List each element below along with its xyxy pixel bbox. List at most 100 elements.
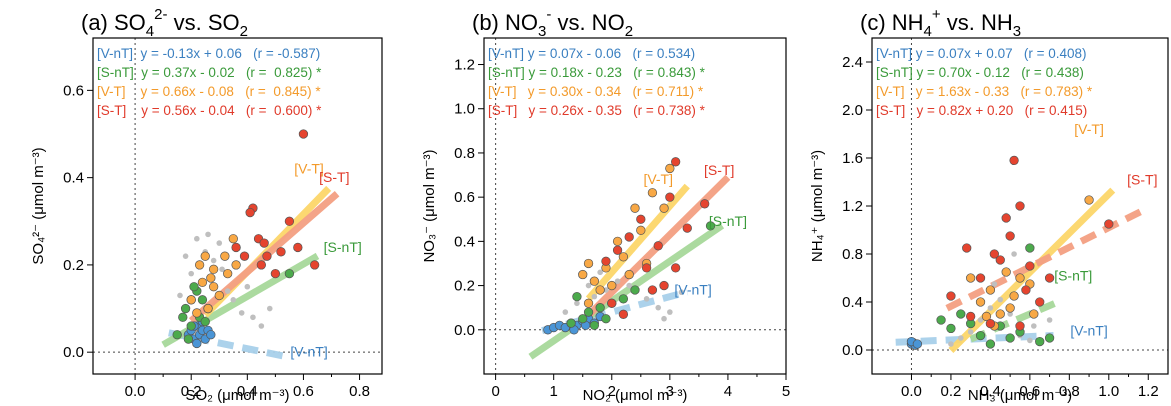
- data-point-s-nt: [183, 334, 194, 344]
- plot-area: [161, 129, 340, 361]
- equation-v-t: [V-T] y = 1.63x - 0.33 (r = 0.783) *: [876, 84, 1093, 99]
- data-point-s-t: [624, 232, 634, 242]
- data-point-v-t: [220, 251, 230, 261]
- y-axis-label: SO₄²⁻ (μmol m⁻³): [30, 147, 47, 264]
- fit-line-v-t: [948, 187, 1116, 353]
- data-point-grey: [1007, 311, 1013, 317]
- data-point-s-nt: [572, 291, 582, 302]
- data-point-v-nt: [912, 339, 923, 349]
- x-tick-label: 0.6: [293, 383, 314, 400]
- data-point-s-t: [671, 157, 681, 167]
- y-tick-label: 0.4: [454, 233, 475, 250]
- data-point-v-t: [1009, 291, 1019, 301]
- data-point-s-t: [1104, 219, 1114, 229]
- x-axis-label: SO₂ (μmol m⁻³): [185, 387, 289, 404]
- x-tick-label: 1: [550, 383, 558, 400]
- x-tick-label: 0.4: [237, 383, 258, 400]
- data-point-s-nt: [985, 339, 996, 349]
- data-point-s-t: [1015, 201, 1025, 211]
- data-point-grey: [182, 253, 189, 259]
- data-point-grey: [562, 309, 569, 315]
- data-point-s-t: [259, 238, 269, 248]
- line-label-s-t: [S-T]: [704, 162, 734, 178]
- data-point-s-t: [671, 263, 681, 273]
- data-point-s-nt: [705, 221, 716, 231]
- plot-area: [528, 157, 731, 360]
- data-point-s-t: [284, 216, 295, 226]
- x-tick-label: 0.8: [1059, 383, 1080, 400]
- data-point-grey: [266, 305, 273, 312]
- line-label-v-nt: [V-nT]: [1070, 323, 1107, 339]
- y-tick-label: 2.4: [842, 54, 863, 71]
- data-point-v-t: [578, 269, 588, 280]
- y-tick-label: 0.0: [63, 344, 84, 361]
- x-tick-label: 3: [666, 383, 674, 400]
- y-axis-label: NH₄⁺ (μmol m⁻³): [809, 150, 826, 262]
- fit-line-v-nt: [168, 329, 291, 361]
- data-point-s-nt: [189, 282, 199, 292]
- data-point-grey: [1027, 337, 1033, 344]
- data-point-s-nt: [197, 295, 208, 305]
- data-point-s-t: [653, 241, 663, 251]
- y-tick-label: 0.8: [454, 145, 475, 162]
- data-point-s-t: [256, 260, 266, 270]
- data-point-grey: [987, 305, 994, 311]
- equation-s-nt: [S-nT] y = 0.70x - 0.12 (r = 0.438): [876, 65, 1084, 80]
- data-point-grey: [643, 296, 650, 302]
- fit-line-v-t: [585, 183, 690, 302]
- data-point-v-t: [192, 308, 202, 318]
- data-point-s-t: [1044, 273, 1055, 283]
- line-label-s-nt: [S-nT]: [1054, 267, 1092, 283]
- data-point-grey: [591, 293, 598, 300]
- data-point-s-t: [270, 268, 281, 279]
- data-point-grey: [230, 297, 237, 303]
- data-point-grey: [574, 300, 580, 307]
- y-tick-label: 0.8: [842, 246, 863, 263]
- data-point-s-nt: [630, 285, 640, 295]
- data-point-grey: [997, 296, 1004, 303]
- data-point-s-nt: [172, 330, 182, 340]
- line-label-v-t: [V-T]: [643, 171, 673, 187]
- data-point-s-nt: [601, 314, 611, 324]
- data-point-v-t: [1001, 267, 1011, 277]
- data-point-s-t: [262, 251, 272, 261]
- line-label-s-t: [S-T]: [1127, 171, 1157, 187]
- data-point-grey: [219, 266, 225, 273]
- data-point-s-t: [1025, 261, 1035, 271]
- panel-c-nh4-vs-nh3: (c) NH4+ vs. NH3 [V-nT] [S-nT] [V-T] [S-T] [V…: [809, 6, 1169, 404]
- data-point-s-t: [618, 309, 629, 319]
- data-point-s-t: [1005, 231, 1015, 241]
- data-point-s-t: [985, 318, 996, 329]
- data-point-s-t: [1009, 155, 1019, 166]
- data-point-v-t: [612, 236, 623, 247]
- data-point-v-t: [1029, 309, 1039, 319]
- data-point-grey: [958, 335, 964, 341]
- data-point-s-t: [647, 285, 658, 295]
- data-point-v-t: [647, 188, 658, 198]
- fit-line-s-nt: [969, 298, 1061, 343]
- data-point-v-t: [228, 234, 238, 244]
- x-tick-label: 4: [724, 383, 732, 400]
- data-point-grey: [177, 292, 183, 299]
- data-point-grey: [597, 269, 603, 276]
- data-point-s-t: [636, 214, 646, 224]
- data-point-grey: [238, 310, 245, 316]
- x-axis-label: NO₂ (μmol m⁻³): [583, 387, 688, 404]
- equation-v-nt: [V-nT] y = -0.13x + 0.06 (r = -0.587): [97, 46, 320, 61]
- data-point-v-t: [223, 268, 233, 279]
- data-point-s-nt: [1044, 333, 1055, 343]
- data-point-v-t: [607, 280, 617, 291]
- x-tick-label: 0: [491, 383, 499, 400]
- chart-title: (a) SO42- vs. SO2: [81, 6, 248, 40]
- data-point-v-t: [197, 277, 208, 288]
- data-point-grey: [655, 304, 662, 311]
- x-tick-label: 0.8: [349, 383, 370, 400]
- fit-line-s-nt: [528, 222, 725, 360]
- y-tick-label: 1.6: [842, 150, 863, 167]
- data-point-s-nt: [578, 314, 588, 324]
- data-point-grey: [977, 317, 984, 323]
- data-point-v-t: [995, 309, 1005, 319]
- data-point-v-t: [589, 276, 599, 286]
- data-point-grey: [1046, 317, 1053, 323]
- data-point-grey: [224, 288, 231, 294]
